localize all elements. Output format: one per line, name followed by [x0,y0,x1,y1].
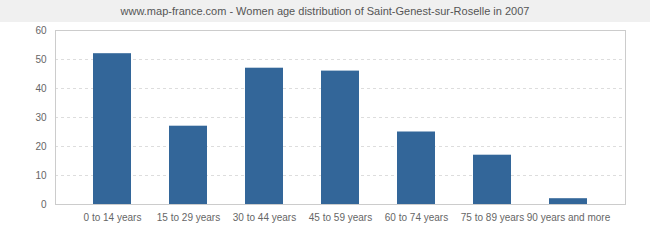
svg-text:45 to 59 years: 45 to 59 years [309,212,372,223]
svg-text:30 to 44 years: 30 to 44 years [233,212,296,223]
svg-text:30: 30 [35,112,47,123]
svg-text:60: 60 [35,25,47,36]
svg-text:40: 40 [35,83,47,94]
svg-text:0: 0 [41,199,47,210]
svg-text:90 years and more: 90 years and more [527,212,611,223]
html-text:www.map-france.com - Women age: www.map-france.com - Women age distribut… [120,5,530,17]
svg-text:20: 20 [35,141,47,152]
svg-text:0 to 14 years: 0 to 14 years [84,212,142,223]
svg-text:15 to 29 years: 15 to 29 years [157,212,220,223]
svg-text:60 to 74 years: 60 to 74 years [385,212,448,223]
svg-text:10: 10 [35,170,47,181]
svg-text:50: 50 [35,54,47,65]
svg-text:75 to 89 years: 75 to 89 years [461,212,524,223]
